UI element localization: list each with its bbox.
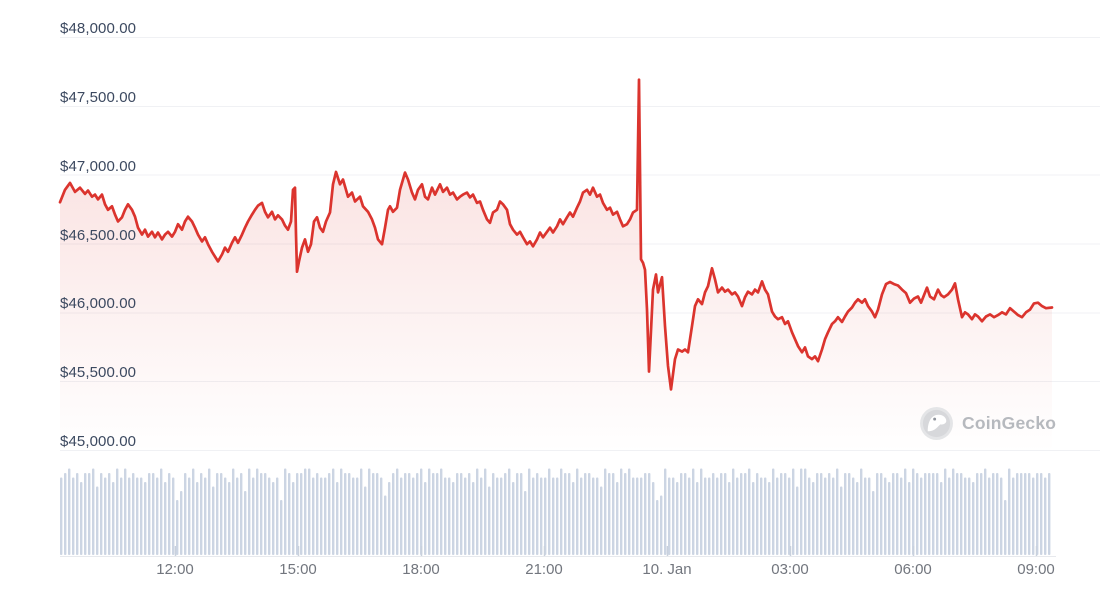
x-axis-label: 12:00 — [156, 561, 194, 578]
x-axis-label: 10. Jan — [642, 561, 692, 578]
price-line — [58, 78, 1054, 391]
volume-bars — [60, 468, 1051, 555]
x-axis-label: 03:00 — [771, 561, 809, 578]
y-axis-label: $47,500.00 — [60, 88, 137, 106]
y-axis-label: $47,000.00 — [60, 157, 137, 175]
coingecko-watermark: CoinGecko — [919, 406, 1056, 441]
y-axis-label: $46,000.00 — [60, 295, 137, 313]
x-axis-label: 06:00 — [894, 561, 932, 578]
x-axis-label: 18:00 — [402, 561, 440, 578]
price-area-fill — [60, 79, 1052, 452]
y-axis-label: $45,500.00 — [60, 364, 137, 382]
watermark-text: CoinGecko — [962, 413, 1057, 433]
y-axis-label: $46,500.00 — [60, 226, 137, 244]
x-axis-label: 21:00 — [525, 561, 563, 578]
x-axis-label: 15:00 — [279, 561, 317, 578]
y-axis-label: $45,000.00 — [60, 433, 137, 450]
x-axis-label: 09:00 — [1017, 561, 1055, 578]
y-axis-label: $48,000.00 — [60, 20, 137, 37]
coingecko-logo-icon — [920, 407, 953, 440]
